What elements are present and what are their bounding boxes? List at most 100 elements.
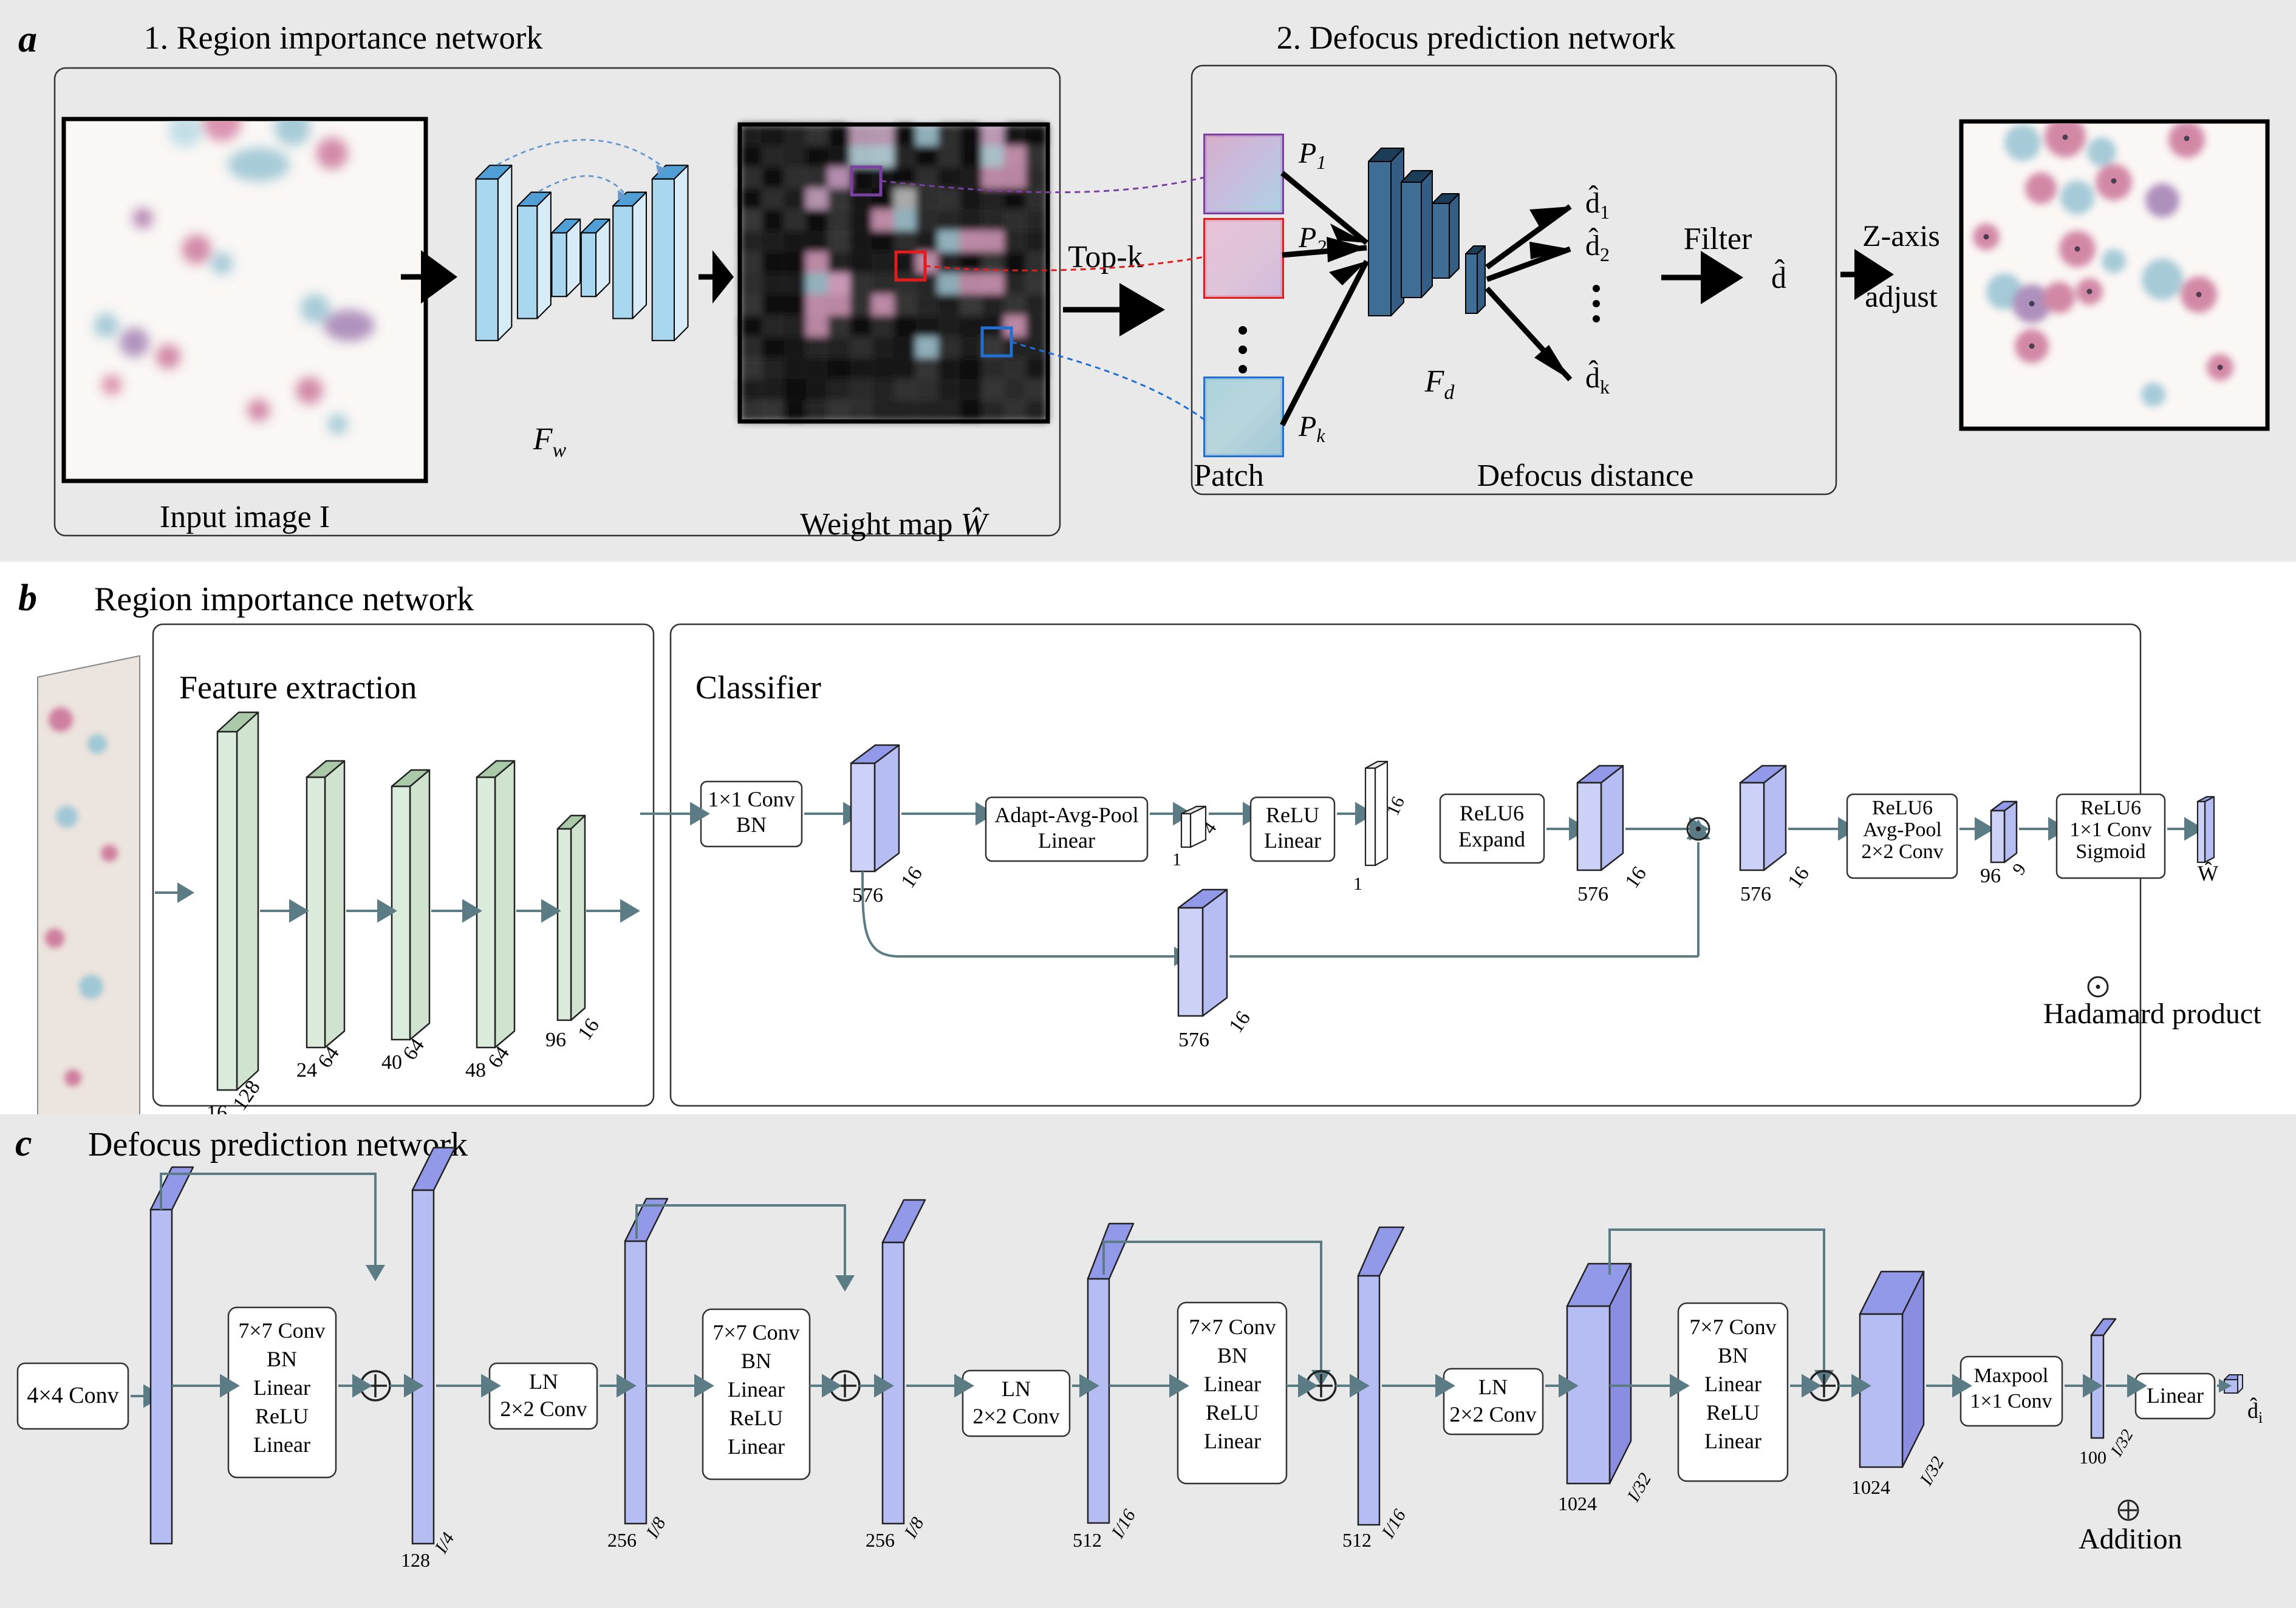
svg-text:BN: BN [741,1349,771,1373]
svg-text:ReLU6: ReLU6 [2080,797,2141,819]
svg-text:1×1 Conv: 1×1 Conv [1970,1390,2052,1412]
svg-text:16: 16 [897,863,927,893]
svg-text:2. Defocus prediction network: 2. Defocus prediction network [1277,19,1676,56]
svg-text:1: 1 [1172,850,1181,870]
svg-text:576: 576 [852,884,883,907]
svg-text:Linear: Linear [728,1434,785,1459]
svg-text:Linear: Linear [1704,1372,1761,1396]
svg-text:Linear: Linear [1204,1372,1261,1396]
svg-text:Region importance network: Region importance network [94,581,474,618]
svg-text:Addition: Addition [2079,1523,2182,1555]
svg-text:4×4 Conv: 4×4 Conv [27,1383,118,1408]
svg-text:Linear: Linear [1038,828,1095,853]
svg-text:I/4: I/4 [431,1529,459,1557]
svg-text:Expand: Expand [1458,827,1525,851]
svg-text:Maxpool: Maxpool [1974,1364,2049,1387]
svg-text:40: 40 [381,1051,402,1074]
svg-text:Filter: Filter [1684,222,1752,256]
svg-text:LN: LN [1478,1375,1508,1399]
svg-text:512: 512 [1073,1529,1102,1551]
svg-text:Linear: Linear [253,1375,310,1400]
svg-text:7×7 Conv: 7×7 Conv [712,1320,799,1344]
svg-text:24: 24 [296,1059,317,1082]
svg-text:BN: BN [1217,1343,1248,1368]
svg-text:2×2 Conv: 2×2 Conv [972,1404,1059,1428]
svg-text:I/32: I/32 [2107,1426,2137,1460]
svg-text:Pk: Pk [1298,411,1325,446]
svg-text:ReLU: ReLU [1706,1400,1760,1425]
svg-text:256: 256 [866,1529,895,1551]
svg-text:576: 576 [1577,883,1608,905]
svg-text:BN: BN [736,813,767,837]
svg-text:P1: P1 [1298,137,1326,173]
svg-text:I/32: I/32 [1623,1470,1655,1505]
svg-text:1: 1 [1353,874,1362,894]
svg-text:Z-axis: Z-axis [1862,219,1940,253]
svg-text:1. Region importance network: 1. Region importance network [144,19,543,56]
svg-text:Hadamard product: Hadamard product [2043,998,2261,1030]
svg-text:b: b [18,577,37,619]
svg-text:d̂2: d̂2 [1585,227,1610,265]
svg-text:Fw: Fw [533,422,567,462]
svg-text:128: 128 [401,1549,430,1571]
svg-text:Classifier: Classifier [695,669,821,706]
svg-text:48: 48 [465,1059,486,1082]
svg-text:Top-k: Top-k [1068,240,1143,274]
svg-text:a: a [18,19,37,60]
svg-text:1×1 Conv: 1×1 Conv [2069,819,2151,841]
svg-text:7×7 Conv: 7×7 Conv [1689,1315,1776,1339]
svg-text:Defocus distance: Defocus distance [1477,458,1694,493]
svg-text:Linear: Linear [1704,1429,1761,1453]
svg-text:d̂i: d̂i [2247,1397,2263,1426]
svg-text:c: c [15,1123,32,1164]
svg-text:d̂1: d̂1 [1585,185,1610,223]
svg-text:Weight map Ŵ: Weight map Ŵ [800,506,989,542]
svg-text:Avg-Pool: Avg-Pool [1863,819,1942,841]
svg-text:7×7 Conv: 7×7 Conv [238,1318,325,1343]
svg-text:LN: LN [1002,1377,1031,1401]
svg-text:LN: LN [529,1369,558,1394]
svg-text:96: 96 [1980,865,2001,887]
svg-text:1×1 Conv: 1×1 Conv [708,787,794,811]
svg-text:ReLU6: ReLU6 [1460,801,1524,825]
svg-text:Input image I: Input image I [160,500,330,534]
svg-text:BN: BN [267,1347,297,1371]
svg-text:7×7 Conv: 7×7 Conv [1189,1315,1276,1339]
svg-text:d̂k: d̂k [1585,359,1610,398]
svg-text:Feature extraction: Feature extraction [179,669,417,706]
svg-text:I/16: I/16 [1378,1506,1410,1542]
svg-text:Linear: Linear [1264,828,1321,853]
svg-text:Patch: Patch [1194,458,1264,493]
svg-text:100: 100 [2079,1448,2106,1468]
svg-text:9: 9 [2009,860,2031,879]
svg-text:Linear: Linear [2147,1383,2204,1408]
svg-text:ReLU6: ReLU6 [1872,797,1933,819]
svg-text:16: 16 [1225,1007,1255,1037]
svg-text:ReLU: ReLU [729,1406,783,1430]
svg-text:Sigmoid: Sigmoid [2076,840,2145,863]
svg-text:16: 16 [573,1015,604,1044]
svg-text:Ŵ: Ŵ [2198,861,2218,885]
svg-text:2×2 Conv: 2×2 Conv [500,1397,587,1421]
svg-text:16: 16 [207,1102,227,1114]
svg-text:16: 16 [1783,863,1814,893]
svg-text:2×2 Conv: 2×2 Conv [1449,1402,1536,1426]
svg-text:Linear: Linear [253,1433,310,1457]
svg-text:96: 96 [545,1029,566,1051]
svg-text:576: 576 [1740,883,1771,905]
svg-text:256: 256 [607,1529,637,1551]
svg-text:1024: 1024 [1851,1476,1890,1498]
svg-text:BN: BN [1718,1343,1748,1368]
svg-text:512: 512 [1342,1529,1372,1551]
svg-text:d̂: d̂ [1771,259,1786,295]
svg-text:ReLU: ReLU [255,1404,309,1428]
svg-text:Linear: Linear [728,1377,785,1402]
svg-text:I/32: I/32 [1916,1453,1948,1489]
svg-text:Defocus prediction network: Defocus prediction network [88,1126,468,1163]
svg-text:ReLU: ReLU [1206,1400,1259,1425]
svg-text:Adapt-Avg-Pool: Adapt-Avg-Pool [994,803,1138,827]
svg-text:I/16: I/16 [1107,1506,1139,1542]
svg-text:Fd: Fd [1424,364,1455,404]
svg-text:1024: 1024 [1558,1493,1597,1514]
svg-text:2×2 Conv: 2×2 Conv [1861,840,1943,863]
